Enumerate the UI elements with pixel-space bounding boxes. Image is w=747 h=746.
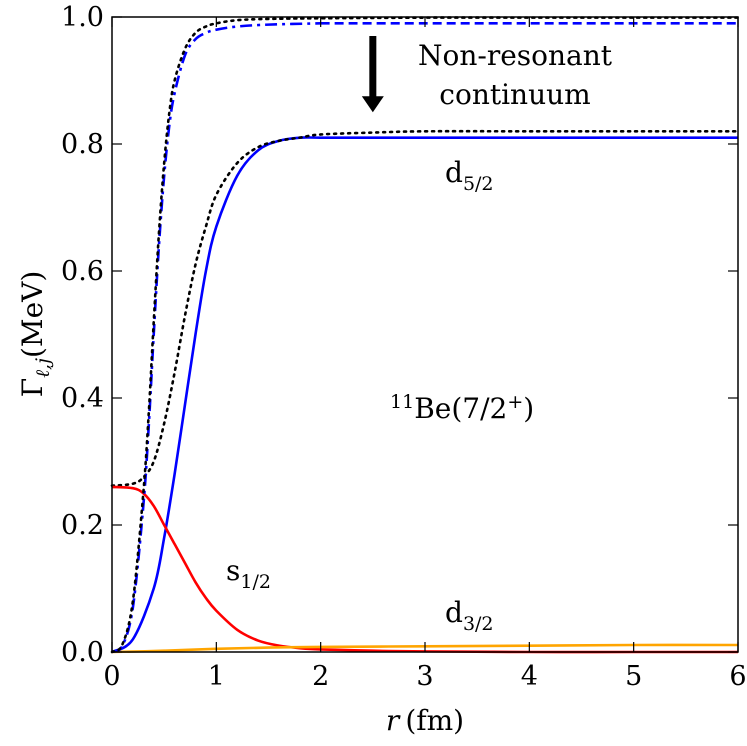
y-tick-label: 0.2: [61, 510, 104, 541]
y-tick-label: 0.8: [61, 129, 104, 160]
nonresonant-label-line1: Non-resonant: [418, 39, 613, 72]
y-tick-label: 0.0: [61, 637, 104, 668]
plot-frame: [111, 16, 739, 653]
arrow-layer: [361, 36, 384, 113]
x-tick-label: 3: [416, 661, 433, 692]
x-tick-label: 5: [625, 661, 642, 692]
series-d32_orange: [111, 643, 739, 654]
ticks-layer: [111, 16, 739, 653]
tick-labels-layer: 0 1 2 3 4 5 6 0.0 0.2 0.4 0.6 0.8 1.0: [61, 2, 747, 692]
nucleus-label: 11Be(7/2+): [390, 391, 534, 425]
x-axis-title: r (fm): [386, 704, 464, 737]
x-tick-label: 6: [729, 661, 746, 692]
nonresonant-label-line2: continuum: [439, 78, 590, 111]
x-tick-label: 1: [208, 661, 225, 692]
series-upper_blue_dashdot: [111, 22, 321, 654]
series-layer: [110, 16, 740, 654]
s12-label: s1/2: [226, 554, 271, 593]
arrow-head: [361, 96, 384, 113]
y-tick-label: 0.6: [61, 256, 104, 287]
y-tick-label: 0.4: [61, 383, 104, 414]
d32-label: d3/2: [445, 596, 494, 635]
series-s12_red: [111, 485, 738, 654]
d52-label: d5/2: [445, 156, 494, 195]
x-tick-label: 0: [103, 661, 120, 692]
x-tick-label: 2: [312, 661, 329, 692]
y-tick-label: 1.0: [61, 2, 104, 33]
series-upper_black_dotted: [110, 16, 740, 654]
series-total_black_lower: [110, 129, 740, 487]
x-tick-label: 4: [521, 661, 538, 692]
y-axis-title: Γℓ,j(MeV): [16, 271, 54, 398]
